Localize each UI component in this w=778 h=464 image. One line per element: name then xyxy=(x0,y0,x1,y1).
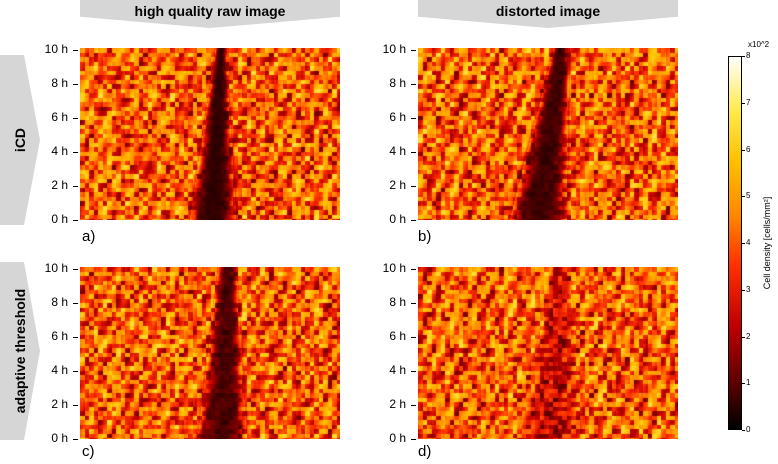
y-tick-label: 2 h xyxy=(28,178,78,192)
y-tick-label: 4 h xyxy=(366,144,416,158)
heatmap-a xyxy=(80,48,340,220)
colorbar-tick: 3 xyxy=(741,285,751,294)
column-header-raw: high quality raw image xyxy=(80,0,340,28)
heatmap-c xyxy=(80,267,340,439)
colorbar-exponent: x10^2 xyxy=(748,40,770,49)
panel-b xyxy=(418,48,678,220)
y-tick-label: 4 h xyxy=(28,144,78,158)
y-tick-label: 2 h xyxy=(28,397,78,411)
y-tick-label: 10 h xyxy=(28,42,78,56)
colorbar-tick: 2 xyxy=(741,332,751,341)
colorbar-tick: 8 xyxy=(741,51,751,60)
panel-a xyxy=(80,48,340,220)
colorbar xyxy=(728,56,742,430)
column-header-distorted: distorted image xyxy=(418,0,678,28)
colorbar-tick: 5 xyxy=(741,191,751,200)
row-header-icd-label: iCD xyxy=(12,127,28,153)
y-tick-label: 4 h xyxy=(28,363,78,377)
panel-c xyxy=(80,267,340,439)
y-tick-label: 10 h xyxy=(366,42,416,56)
row-header-adaptive-label: adaptive threshold xyxy=(12,288,28,414)
colorbar-tick: 1 xyxy=(741,378,751,387)
panel-label-b: b) xyxy=(418,228,432,245)
panel-d xyxy=(418,267,678,439)
colorbar-tick: 6 xyxy=(741,145,751,154)
panel-label-a: a) xyxy=(82,228,96,245)
y-tick-label: 8 h xyxy=(366,76,416,90)
panel-label-d: d) xyxy=(418,443,432,460)
colorbar-tick: 7 xyxy=(741,98,751,107)
y-tick-label: 8 h xyxy=(366,295,416,309)
heatmap-d xyxy=(418,267,678,439)
y-tick-label: 2 h xyxy=(366,397,416,411)
y-tick-label: 6 h xyxy=(28,110,78,124)
y-tick-label: 0 h xyxy=(28,431,78,445)
colorbar-label: Cell density [cells/mm²] xyxy=(762,196,772,290)
y-tick-label: 8 h xyxy=(28,295,78,309)
heatmap-b xyxy=(418,48,678,220)
y-tick-label: 4 h xyxy=(366,363,416,377)
panel-label-c: c) xyxy=(82,443,95,460)
column-header-distorted-label: distorted image xyxy=(495,3,601,19)
y-tick-label: 8 h xyxy=(28,76,78,90)
column-header-raw-label: high quality raw image xyxy=(134,3,286,19)
colorbar-tick: 4 xyxy=(741,238,751,247)
y-tick-label: 0 h xyxy=(366,212,416,226)
y-tick-label: 0 h xyxy=(28,212,78,226)
y-tick-label: 6 h xyxy=(366,110,416,124)
y-tick-label: 10 h xyxy=(366,261,416,275)
row-header-adaptive: adaptive threshold xyxy=(0,262,40,440)
y-tick-label: 0 h xyxy=(366,431,416,445)
y-tick-label: 10 h xyxy=(28,261,78,275)
y-tick-label: 6 h xyxy=(366,329,416,343)
y-tick-label: 2 h xyxy=(366,178,416,192)
colorbar-tick: 0 xyxy=(741,425,751,434)
y-tick-label: 6 h xyxy=(28,329,78,343)
